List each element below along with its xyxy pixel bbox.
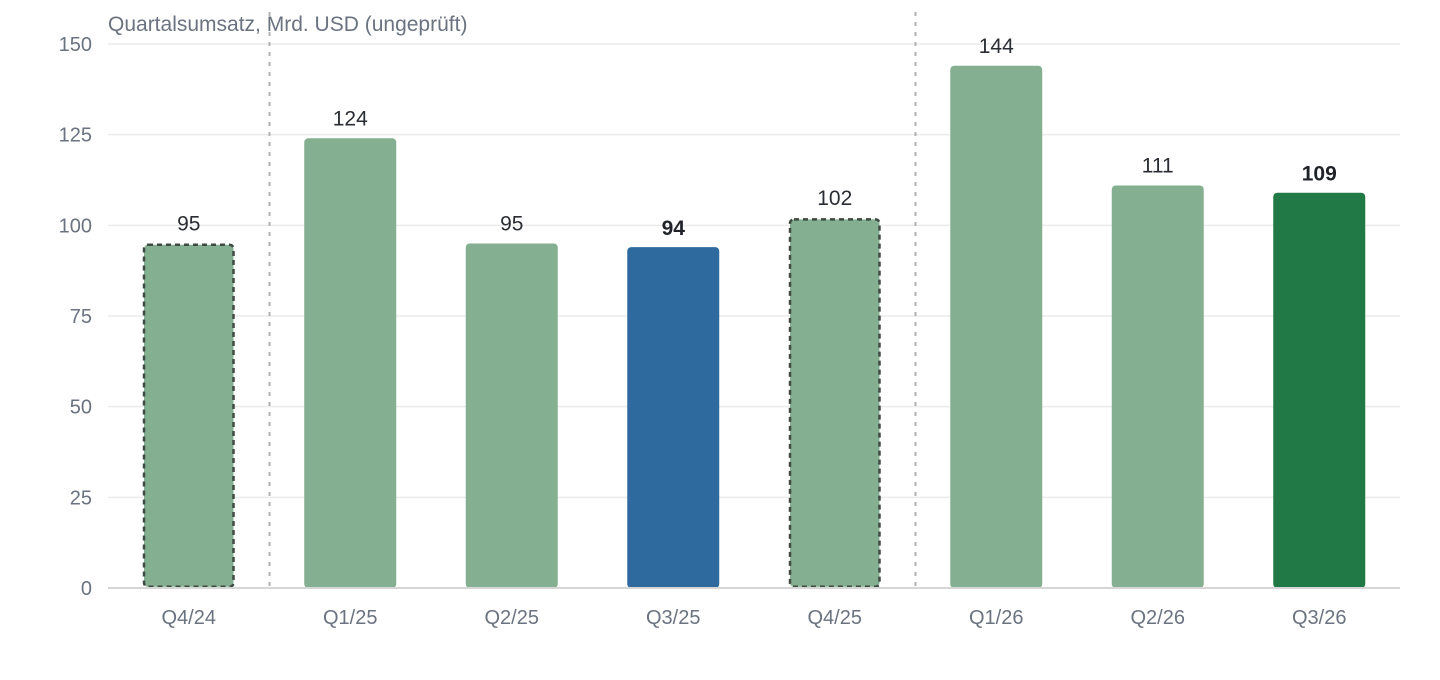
- y-tick-label: 0: [81, 578, 92, 600]
- x-tick-label: Q3/25: [646, 607, 700, 629]
- value-label: 144: [979, 35, 1014, 58]
- bar-q2-26: [1111, 185, 1204, 588]
- y-tick-label: 150: [59, 34, 92, 56]
- value-labels: 95 124 95 94 102 144 111 109: [177, 35, 1337, 240]
- value-label: 95: [177, 212, 200, 235]
- y-axis-label: Quartalsumsatz, Mrd. USD (ungeprüft): [108, 13, 467, 36]
- bar-q4-24: [142, 243, 235, 588]
- x-tick-label: Q4/25: [808, 607, 862, 629]
- value-label: 95: [500, 212, 523, 235]
- value-label: 124: [333, 107, 368, 130]
- x-tick-label: Q2/25: [485, 607, 539, 629]
- gridlines: [108, 43, 1400, 499]
- y-tick-label: 100: [59, 215, 92, 237]
- x-tick-label: Q3/26: [1292, 607, 1346, 629]
- x-tick-label: Q1/26: [969, 607, 1023, 629]
- x-tick-label: Q2/26: [1131, 607, 1185, 629]
- x-axis-ticks: Q4/24 Q1/25 Q2/25 Q3/25 Q4/25 Q1/26 Q2/26 Q3/26: [162, 607, 1347, 629]
- bar-q2-25: [465, 243, 558, 588]
- y-tick-label: 75: [70, 306, 92, 328]
- bar-q3-25: [627, 247, 720, 589]
- x-tick-label: Q4/24: [162, 607, 216, 629]
- bar-q1-25: [304, 138, 397, 588]
- y-tick-label: 50: [70, 397, 92, 419]
- bar-q4-25: [788, 218, 881, 589]
- y-tick-label: 25: [70, 487, 92, 509]
- value-label: 102: [817, 187, 852, 210]
- bars: [142, 65, 1366, 589]
- value-label: 94: [662, 217, 686, 240]
- y-axis-ticks: 0 25 50 75 100 125 150: [59, 34, 92, 600]
- bar-q1-26: [950, 65, 1043, 588]
- value-label: 109: [1302, 163, 1337, 186]
- year-dividers: [268, 12, 917, 588]
- bar-q3-26: [1273, 192, 1366, 588]
- x-tick-label: Q1/25: [323, 607, 377, 629]
- y-tick-label: 125: [59, 125, 92, 147]
- value-label: 111: [1142, 154, 1174, 177]
